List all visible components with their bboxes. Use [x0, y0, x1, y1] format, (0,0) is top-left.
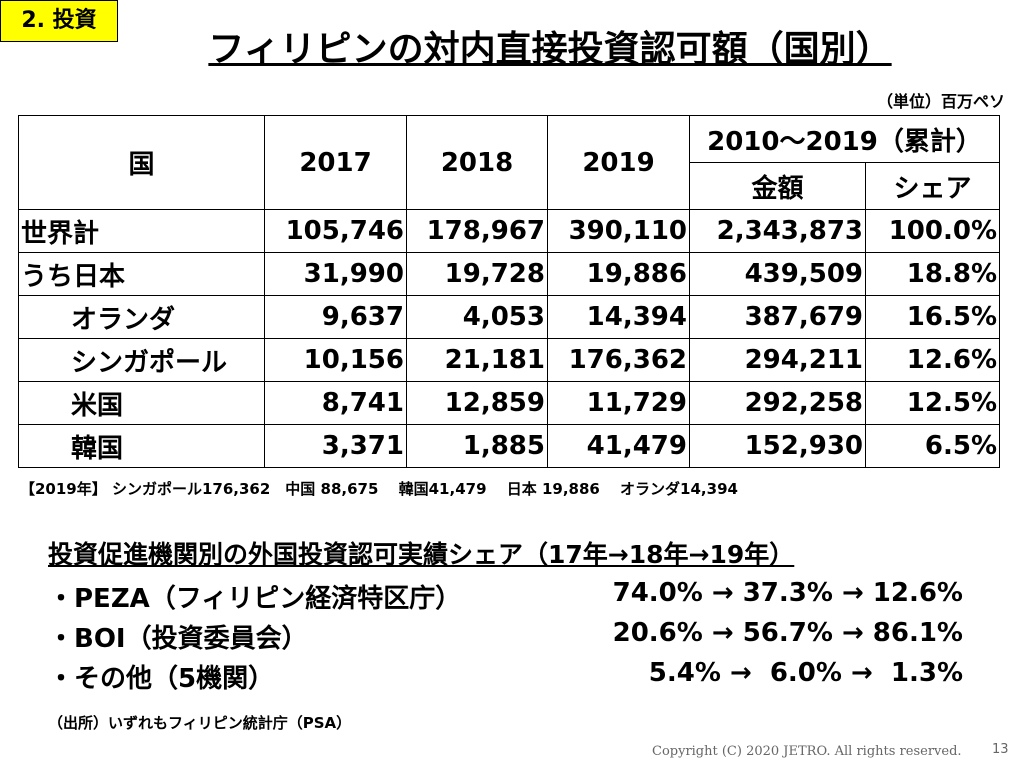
unit: （単位）百万ペソ — [876, 92, 1005, 111]
table: 国 2017 2018 2019 2010～2019（累計） 金額 シェア 世界… — [18, 115, 1000, 468]
section-label: 2. 投資 — [0, 0, 118, 42]
share-values: 20.6% → 56.7% → 86.1% — [612, 618, 963, 648]
value-cell: 294,211 — [689, 338, 866, 382]
value-cell: 100.0% — [865, 209, 1000, 253]
value-cell: 176,362 — [547, 338, 690, 382]
country-cell: シンガポール — [18, 338, 265, 382]
value-cell: 439,509 — [689, 252, 866, 296]
value-cell: 21,181 — [406, 338, 548, 382]
value-cell: 31,990 — [264, 252, 407, 296]
source: （出所）いずれもフィリピン統計庁（PSA） — [48, 714, 352, 732]
share-label: ・BOI（投資委員会） — [48, 624, 308, 654]
header-cell: 2018 — [406, 115, 548, 210]
page-number: 13 — [992, 742, 1009, 757]
value-cell: 1,885 — [406, 424, 548, 468]
value-cell: 12,859 — [406, 381, 548, 425]
value-cell: 2,343,873 — [689, 209, 866, 253]
value-cell: 292,258 — [689, 381, 866, 425]
table-row: シンガポール 10,156 21,181 176,362 294,211 12.6% — [18, 338, 1000, 382]
table-row: 世界計 105,746 178,967 390,110 2,343,873 100.0% — [18, 209, 1000, 253]
table-row: オランダ 9,637 4,053 14,394 387,679 16.5% — [18, 295, 1000, 339]
value-cell: 41,479 — [547, 424, 690, 468]
country-cell: 世界計 — [18, 209, 265, 253]
value-cell: 19,728 — [406, 252, 548, 296]
title: フィリピンの対内直接投資認可額（国別） — [208, 29, 892, 70]
value-cell: 9,637 — [264, 295, 407, 339]
value-cell: 14,394 — [547, 295, 690, 339]
table-row: 米国 8,741 12,859 11,729 292,258 12.5% — [18, 381, 1000, 425]
value-cell: 12.5% — [865, 381, 1000, 425]
value-cell: 3,371 — [264, 424, 407, 468]
value-cell: 16.5% — [865, 295, 1000, 339]
value-cell: 390,110 — [547, 209, 690, 253]
header-cell: 2017 — [264, 115, 407, 210]
note: 【2019年】 シンガポール176,362 中国 88,675 韓国41,479… — [20, 480, 738, 498]
header-cell: 金額 — [689, 162, 866, 210]
country-cell: 韓国 — [18, 424, 265, 468]
value-cell: 19,886 — [547, 252, 690, 296]
table-row: うち日本 31,990 19,728 19,886 439,509 18.8% — [18, 252, 1000, 296]
country-cell: 米国 — [18, 381, 265, 425]
share-values: 74.0% → 37.3% → 12.6% — [612, 578, 963, 608]
value-cell: 4,053 — [406, 295, 548, 339]
value-cell: 10,156 — [264, 338, 407, 382]
shares-heading: 投資促進機関別の外国投資認可実績シェア（17年→18年→19年） — [48, 540, 795, 569]
share-label: ・その他（5機関） — [48, 664, 275, 694]
share-label: ・PEZA（フィリピン経済特区庁） — [48, 584, 462, 614]
header-cell: 2010～2019（累計） — [689, 115, 1000, 163]
country-cell: うち日本 — [18, 252, 265, 296]
share-values: 5.4% → 6.0% → 1.3% — [648, 658, 963, 688]
table-row: 韓国 3,371 1,885 41,479 152,930 6.5% — [18, 424, 1000, 468]
header-cell: シェア — [865, 162, 1000, 210]
value-cell: 152,930 — [689, 424, 866, 468]
value-cell: 12.6% — [865, 338, 1000, 382]
copyright: Copyright (C) 2020 JETRO. All rights res… — [652, 744, 962, 759]
country-cell: オランダ — [18, 295, 265, 339]
value-cell: 178,967 — [406, 209, 548, 253]
header-row: 国 2017 2018 2019 2010～2019（累計） — [18, 115, 1000, 210]
header-cell: 2019 — [547, 115, 690, 210]
value-cell: 387,679 — [689, 295, 866, 339]
header-row: 金額 シェア — [19, 162, 1000, 210]
value-cell: 105,746 — [264, 209, 407, 253]
header-cell: 国 — [18, 115, 265, 210]
value-cell: 6.5% — [865, 424, 1000, 468]
value-cell: 11,729 — [547, 381, 690, 425]
value-cell: 18.8% — [865, 252, 1000, 296]
value-cell: 8,741 — [264, 381, 407, 425]
